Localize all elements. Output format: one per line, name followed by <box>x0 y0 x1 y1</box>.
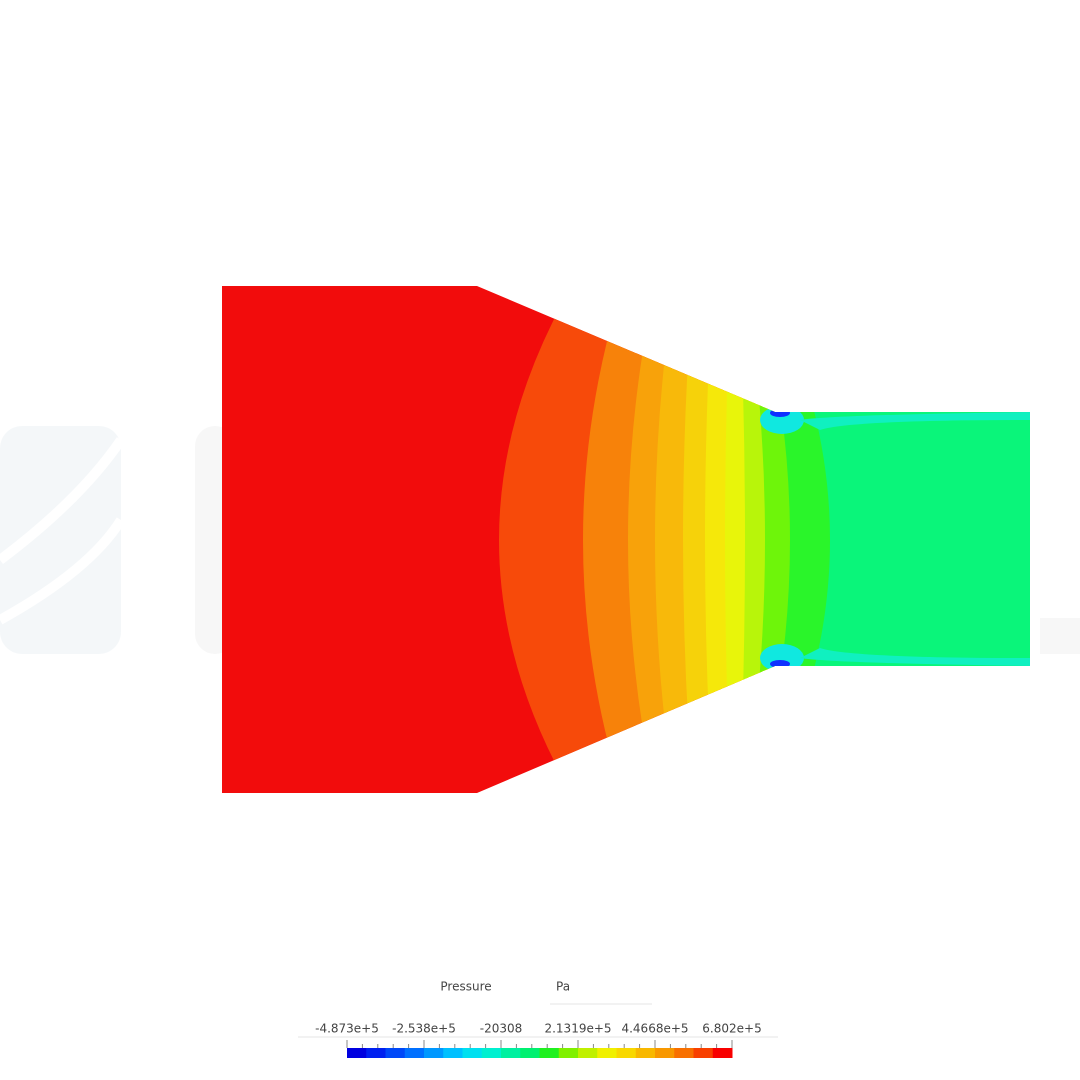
pressure-contour <box>222 286 1030 793</box>
colorbar-segment <box>443 1048 463 1058</box>
legend-title: Pressure <box>440 980 491 994</box>
colorbar-segment <box>347 1048 367 1058</box>
colorbar-segment <box>539 1048 560 1058</box>
colorbar-segment <box>558 1048 579 1058</box>
colorbar-label: 2.1319e+5 <box>544 1022 611 1036</box>
colorbar-segment <box>674 1048 694 1058</box>
colorbar: -4.873e+5 -2.538e+5 -20308 2.1319e+5 4.4668e… <box>315 1022 762 1058</box>
colorbar-segment <box>597 1048 617 1058</box>
colorbar-segment <box>462 1048 483 1058</box>
colorbar-segment <box>655 1048 675 1058</box>
colorbar-segment <box>424 1048 444 1058</box>
colorbar-segment <box>635 1048 656 1058</box>
colorbar-label: -4.873e+5 <box>315 1022 379 1036</box>
legend-unit: Pa <box>556 980 570 994</box>
colorbar-label: 4.4668e+5 <box>621 1022 688 1036</box>
colorbar-segment <box>578 1048 598 1058</box>
colorbar-segment <box>481 1048 502 1058</box>
colorbar-label: -2.538e+5 <box>392 1022 456 1036</box>
colorbar-segment <box>366 1048 386 1058</box>
colorbar-label: 6.802e+5 <box>702 1022 761 1036</box>
colorbar-segment <box>616 1048 637 1058</box>
colorbar-segment <box>712 1048 733 1058</box>
colorbar-segment <box>520 1048 540 1058</box>
colorbar-segment <box>385 1048 406 1058</box>
colorbar-segment <box>693 1048 714 1058</box>
colorbar-label: -20308 <box>480 1022 523 1036</box>
colorbar-segment <box>501 1048 521 1058</box>
colorbar-segment <box>404 1048 425 1058</box>
